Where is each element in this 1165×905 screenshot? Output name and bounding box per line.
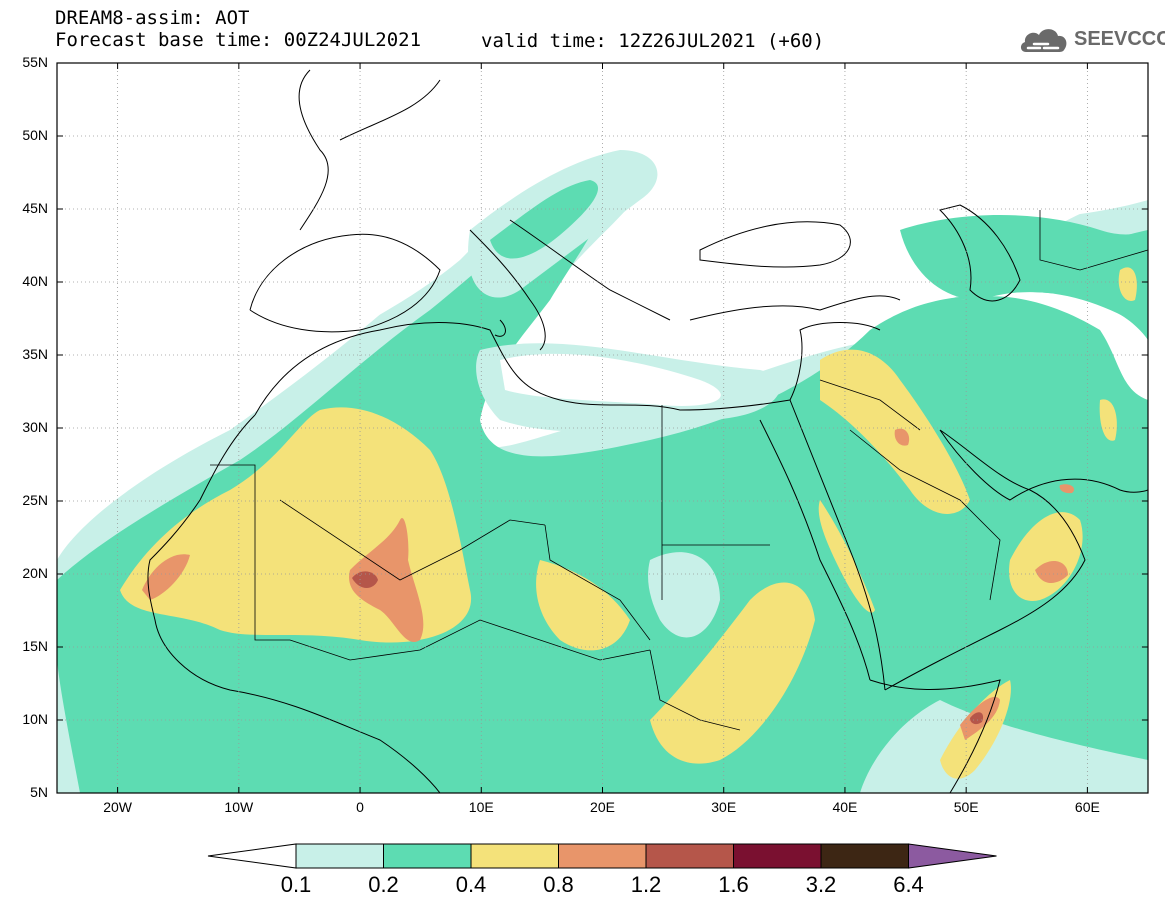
lat-label: 30N: [22, 419, 48, 435]
aot-band-0.2: [57, 200, 1148, 793]
colorbar: [207, 843, 997, 869]
aot-band-0.4-redsea: [818, 500, 875, 613]
coast-africa-west: [147, 414, 441, 793]
cloud-icon: [1020, 29, 1067, 52]
colorbar-swatch: [645, 843, 734, 869]
coast-france-uk: [298, 69, 441, 231]
coast-iberia: [249, 233, 441, 333]
border-algeria-mali: [279, 499, 546, 581]
lon-label: 20W: [103, 799, 132, 815]
colorbar-over-arrow: [908, 843, 997, 869]
colorbar-swatch: [383, 843, 472, 869]
coast-levant: [789, 322, 881, 401]
lat-label: 20N: [22, 565, 48, 581]
axis-ticks: [57, 62, 1148, 794]
aot-band-0.8-oman: [1035, 560, 1068, 584]
colorbar-swatch: [470, 843, 559, 869]
lat-label: 5N: [30, 784, 48, 800]
lon-label: 30E: [711, 799, 737, 815]
aot-band-0.4-sudan: [650, 582, 815, 764]
logo-text: SEEVCCC: [1074, 28, 1165, 50]
valid-time: valid time: 12Z26JUL2021 (+60): [481, 30, 825, 52]
map-title: DREAM8-assim: AOT: [55, 7, 250, 29]
border-niger-chad: [544, 524, 651, 641]
borders: [210, 210, 1148, 731]
lon-label: 40E: [832, 799, 858, 815]
lon-label: 0: [356, 799, 364, 815]
coast-redsea-west: [759, 419, 871, 681]
colorbar-label: 0.1: [280, 872, 312, 897]
lon-label: 10W: [224, 799, 254, 815]
lat-label: 50N: [22, 127, 48, 143]
aot-band-balkans-g: [490, 180, 599, 259]
border-saudi: [849, 429, 1001, 601]
coast-balkans: [509, 219, 671, 321]
seevccc-logo: SEEVCCC: [1018, 22, 1165, 58]
coast-gulf: [939, 429, 1148, 501]
border-chad-sudan: [649, 649, 741, 731]
aot-band-0.4-oman: [1009, 512, 1083, 601]
coast-anatolia: [689, 295, 901, 321]
aot-band-0.8-gulf: [1059, 484, 1075, 494]
lon-label: 50E: [953, 799, 979, 815]
aot-band-1.2-somalia: [970, 712, 984, 725]
border-mauritania: [210, 464, 290, 641]
colorbar-swatch: [295, 843, 384, 869]
colorbar-label: 0.2: [368, 872, 399, 897]
border-sahel: [289, 619, 651, 661]
coast-italy: [469, 229, 546, 351]
aot-band-0.8-mali: [349, 518, 424, 643]
coast-caspian: [939, 204, 1021, 302]
colorbar-swatch: [820, 843, 909, 869]
aot-clear-caspian: [960, 292, 1148, 400]
lon-label: 60E: [1074, 799, 1100, 815]
border-iraq: [819, 379, 921, 431]
graticule: [57, 63, 1148, 793]
lat-label: 10N: [22, 711, 48, 727]
colorbar-label: 0.4: [455, 872, 487, 897]
aot-band-0.4-turkmen: [1118, 267, 1137, 301]
coast-redsea-east: [789, 399, 886, 691]
aot-clear-sea: [500, 353, 721, 406]
coast-north-africa: [254, 322, 791, 416]
lat-label: 25N: [22, 492, 48, 508]
colorbar-label: 6.4: [893, 872, 924, 897]
aot-clear-europe: [57, 63, 1148, 480]
lat-label: 55N: [22, 54, 48, 70]
aot-band-0.8-iraq: [894, 428, 910, 446]
lon-label: 20E: [590, 799, 615, 815]
coast-arabia-south: [884, 489, 1086, 691]
colorbar-under-arrow: [207, 843, 297, 869]
aot-band-caspian: [900, 215, 1148, 330]
lat-label: 35N: [22, 346, 48, 362]
lon-label: 10E: [468, 799, 494, 815]
colorbar-swatch: [733, 843, 822, 869]
colorbar-label: 1.6: [718, 872, 749, 897]
coastlines: [147, 69, 1148, 793]
coast-blacksea: [699, 221, 851, 268]
aot-band-0.4-mid: [536, 560, 630, 651]
lat-label: 40N: [22, 273, 48, 289]
border-kazakh: [1039, 210, 1148, 271]
aot-band-1.2-mali: [352, 571, 378, 588]
forecast-base-time: Forecast base time: 00Z24JUL2021: [55, 29, 422, 51]
lat-label: 15N: [22, 638, 48, 654]
coast-horn: [869, 679, 1001, 793]
colorbar-swatch: [558, 843, 647, 869]
aot-field: [57, 63, 1148, 793]
colorbar-label: 0.8: [543, 872, 574, 897]
colorbar-label: 3.2: [805, 872, 837, 897]
aot-band-0.4-persia: [1099, 399, 1117, 441]
aot-gap-sudan: [648, 552, 720, 638]
aot-band-0.8-maur: [142, 554, 190, 600]
colorbar-label: 1.2: [630, 872, 662, 897]
lat-label: 45N: [22, 200, 48, 216]
